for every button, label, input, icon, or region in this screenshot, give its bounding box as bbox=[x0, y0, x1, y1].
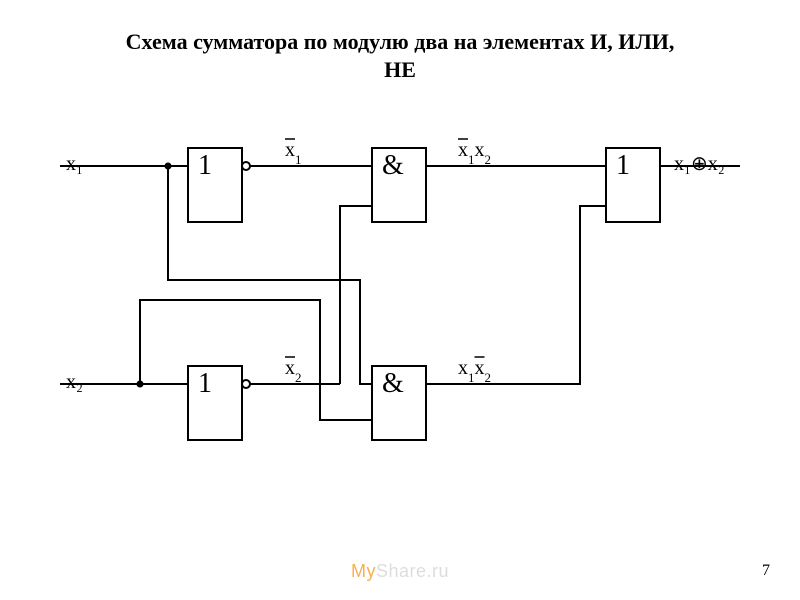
title-line2: НЕ bbox=[384, 57, 416, 82]
gate-and2: & bbox=[372, 366, 426, 440]
gate-label: 1 bbox=[616, 150, 630, 181]
gate-label: 1 bbox=[198, 368, 212, 399]
inversion-bubble bbox=[242, 162, 250, 170]
junction-dot bbox=[165, 163, 172, 170]
gate-label: 1 bbox=[198, 150, 212, 181]
watermark-rest: Share.ru bbox=[376, 561, 449, 581]
gate-or: 1 bbox=[606, 148, 660, 222]
signal-label-notx1: x1 bbox=[285, 139, 302, 167]
gate-not1: 1 bbox=[188, 148, 250, 222]
signal-label-notx2: x2 bbox=[285, 357, 302, 385]
watermark-accent: My bbox=[351, 561, 376, 581]
logic-circuit-diagram: 1 & 1 1 & x₁ x₂ x1 x1x2 x2 x1x2 x₁⊕x₂ bbox=[60, 120, 740, 480]
page-title: Схема сумматора по модулю два на элемент… bbox=[0, 28, 800, 83]
signal-label-x1notx2: x1x2 bbox=[458, 357, 491, 385]
signal-label-notx1x2: x1x2 bbox=[458, 139, 491, 167]
page-number: 7 bbox=[762, 562, 770, 580]
gate-label: & bbox=[382, 368, 404, 399]
wire bbox=[426, 206, 606, 384]
gate-and1: & bbox=[372, 148, 426, 222]
inversion-bubble bbox=[242, 380, 250, 388]
watermark: MyShare.ru bbox=[351, 561, 449, 582]
wire bbox=[340, 206, 372, 384]
signal-label-x2: x₂ bbox=[66, 371, 83, 393]
signal-label-x1: x₁ bbox=[66, 153, 83, 175]
wire bbox=[140, 300, 372, 420]
gate-not2: 1 bbox=[188, 366, 250, 440]
title-line1: Схема сумматора по модулю два на элемент… bbox=[126, 29, 675, 54]
junction-dot bbox=[137, 381, 144, 388]
gate-label: & bbox=[382, 150, 404, 181]
signal-label-out: x₁⊕x₂ bbox=[674, 153, 725, 175]
